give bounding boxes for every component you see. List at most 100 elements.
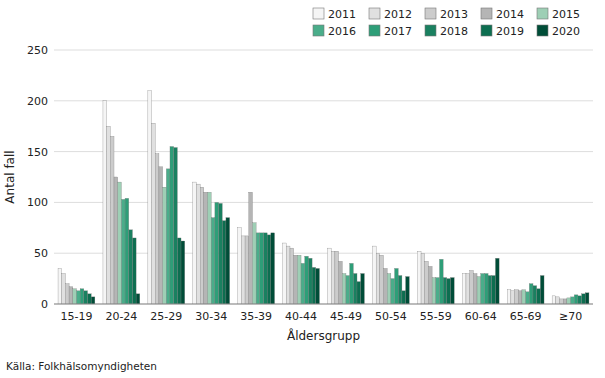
x-tick-label: 35-39	[240, 310, 272, 323]
bar	[559, 299, 563, 304]
x-tick-label: 20-24	[105, 310, 137, 323]
y-axis-label: Antal fall	[3, 150, 17, 203]
bar	[301, 263, 305, 304]
bar	[578, 296, 582, 304]
bar	[215, 202, 219, 304]
bar	[159, 167, 163, 304]
legend-swatch	[369, 25, 380, 36]
bar	[219, 203, 223, 304]
bar	[526, 292, 530, 304]
bar	[245, 236, 249, 304]
legend-label: 2012	[384, 8, 412, 21]
bar	[328, 248, 332, 304]
legend-label: 2019	[496, 25, 524, 38]
legend-label: 2015	[552, 8, 580, 21]
bar	[308, 258, 312, 304]
bar	[574, 295, 578, 304]
bar	[384, 268, 388, 304]
legend-swatch	[313, 25, 324, 36]
bar	[529, 284, 533, 304]
bar	[473, 274, 477, 304]
x-tick-label: 40-44	[285, 310, 317, 323]
bar	[552, 296, 556, 304]
x-tick-label: 60-64	[465, 310, 497, 323]
bar	[155, 154, 159, 304]
bar	[88, 294, 92, 304]
bar	[121, 199, 125, 304]
bar	[466, 274, 470, 304]
legend: 2011201220132014201520162017201820192020	[313, 8, 580, 38]
bar	[222, 221, 226, 304]
bar	[428, 266, 432, 304]
source-note: Källa: Folkhälsomyndigheten	[6, 360, 157, 372]
legend-swatch	[425, 8, 436, 19]
y-tick-label: 50	[34, 247, 48, 260]
x-axis-label: Åldersgrupp	[287, 328, 360, 343]
x-tick-label: 50-54	[375, 310, 407, 323]
bar	[132, 238, 136, 304]
bar	[447, 279, 451, 304]
bar	[208, 192, 212, 304]
bar	[488, 276, 492, 304]
bar	[114, 177, 118, 304]
bar	[166, 169, 170, 304]
bar	[297, 255, 301, 304]
bar	[196, 184, 200, 304]
bar	[361, 274, 365, 304]
bar	[342, 274, 346, 304]
x-tick-label: 65-69	[510, 310, 542, 323]
bar	[226, 218, 230, 304]
bar	[585, 293, 589, 304]
bar	[492, 276, 496, 304]
bar	[174, 148, 178, 304]
grid-line	[54, 100, 593, 101]
bar	[372, 246, 376, 304]
bar	[263, 233, 267, 304]
bar	[252, 223, 256, 304]
bar	[436, 278, 440, 304]
bar	[346, 276, 350, 304]
bar	[518, 291, 522, 304]
bar	[129, 230, 133, 304]
x-tick-label: 45-49	[330, 310, 362, 323]
bar	[563, 299, 567, 304]
bar	[582, 294, 586, 304]
bar	[507, 290, 511, 304]
x-axis-line	[54, 304, 593, 305]
bar	[357, 282, 361, 304]
grid	[54, 50, 593, 304]
bar	[177, 238, 181, 304]
bar	[537, 289, 541, 304]
bar	[533, 286, 537, 304]
x-tick-label: 30-34	[195, 310, 227, 323]
bar	[511, 291, 515, 304]
y-tick-label: 100	[27, 196, 48, 209]
legend-label: 2016	[328, 25, 356, 38]
legend-swatch	[425, 25, 436, 36]
bar	[125, 198, 129, 304]
bar	[260, 233, 264, 304]
x-tick-label: 15-19	[60, 310, 92, 323]
bar	[567, 298, 571, 304]
bar	[73, 289, 77, 304]
bar	[477, 277, 481, 304]
bar	[380, 255, 384, 304]
bar	[305, 256, 309, 304]
bar	[294, 255, 298, 304]
x-tick-label: ≥70	[559, 310, 582, 323]
bar	[249, 192, 253, 304]
bar	[417, 251, 421, 304]
bar	[238, 228, 242, 304]
bar	[58, 268, 62, 304]
bar	[350, 263, 354, 304]
bar	[316, 268, 320, 304]
bar	[571, 297, 575, 304]
legend-label: 2013	[440, 8, 468, 21]
bar	[80, 289, 84, 304]
bar	[62, 274, 66, 304]
x-tick-label: 25-29	[150, 310, 182, 323]
bars	[58, 91, 589, 304]
bar	[439, 259, 443, 304]
bar	[425, 261, 429, 304]
bar	[515, 290, 519, 304]
